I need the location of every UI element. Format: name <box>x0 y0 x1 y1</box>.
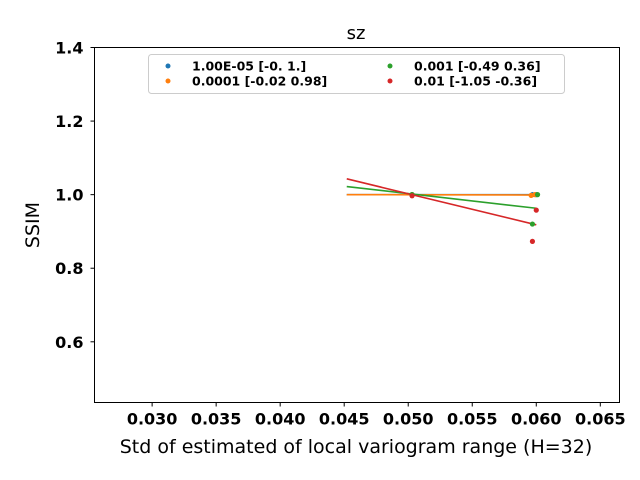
legend-label: 1.00E-05 [-0. 1.] <box>192 59 306 74</box>
legend-label: 0.01 [-1.05 -0.36] <box>414 74 537 89</box>
y-tick-label: 1.2 <box>55 112 83 131</box>
x-axis-ticks: 0.030 0.035 0.040 0.045 0.050 0.055 0.060 0.065 <box>127 402 626 429</box>
data-point <box>534 192 541 198</box>
data-points <box>409 192 541 244</box>
fit-lines <box>346 178 537 226</box>
legend-marker <box>387 63 393 69</box>
y-axis-ticks: 0.6 0.8 1.0 1.2 1.4 <box>55 39 95 352</box>
x-tick-label: 0.035 <box>191 410 242 429</box>
plot-area-frame <box>94 47 620 403</box>
y-tick-label: 1.4 <box>55 39 83 58</box>
x-tick-label: 0.055 <box>447 410 498 429</box>
legend: 1.00E-05 [-0. 1.] 0.0001 [-0.02 0.98] 0.… <box>148 54 565 94</box>
legend-label: 0.001 [-0.49 0.36] <box>414 59 541 74</box>
x-axis-label: Std of estimated of local variogram rang… <box>120 436 593 458</box>
legend-marker <box>165 78 171 84</box>
data-point <box>528 192 534 198</box>
fit-line <box>346 178 537 226</box>
data-point <box>409 193 415 199</box>
x-tick-label: 0.050 <box>383 410 434 429</box>
x-tick-label: 0.030 <box>127 410 178 429</box>
y-tick-label: 0.6 <box>55 333 83 352</box>
data-point <box>529 238 536 244</box>
data-point <box>533 207 539 213</box>
chart-title: sz <box>347 23 366 44</box>
legend-label: 0.0001 [-0.02 0.98] <box>192 74 327 89</box>
y-tick-label: 0.8 <box>55 259 83 278</box>
x-tick-label: 0.065 <box>575 410 626 429</box>
legend-marker <box>387 78 393 84</box>
fit-line <box>346 185 537 210</box>
x-tick-label: 0.040 <box>255 410 306 429</box>
legend-marker <box>165 63 171 69</box>
legend-box <box>148 54 565 94</box>
data-point <box>529 221 536 227</box>
y-tick-label: 1.0 <box>55 186 83 205</box>
x-tick-label: 0.060 <box>511 410 562 429</box>
y-axis-label: SSIM <box>22 202 44 248</box>
x-tick-label: 0.045 <box>319 410 370 429</box>
